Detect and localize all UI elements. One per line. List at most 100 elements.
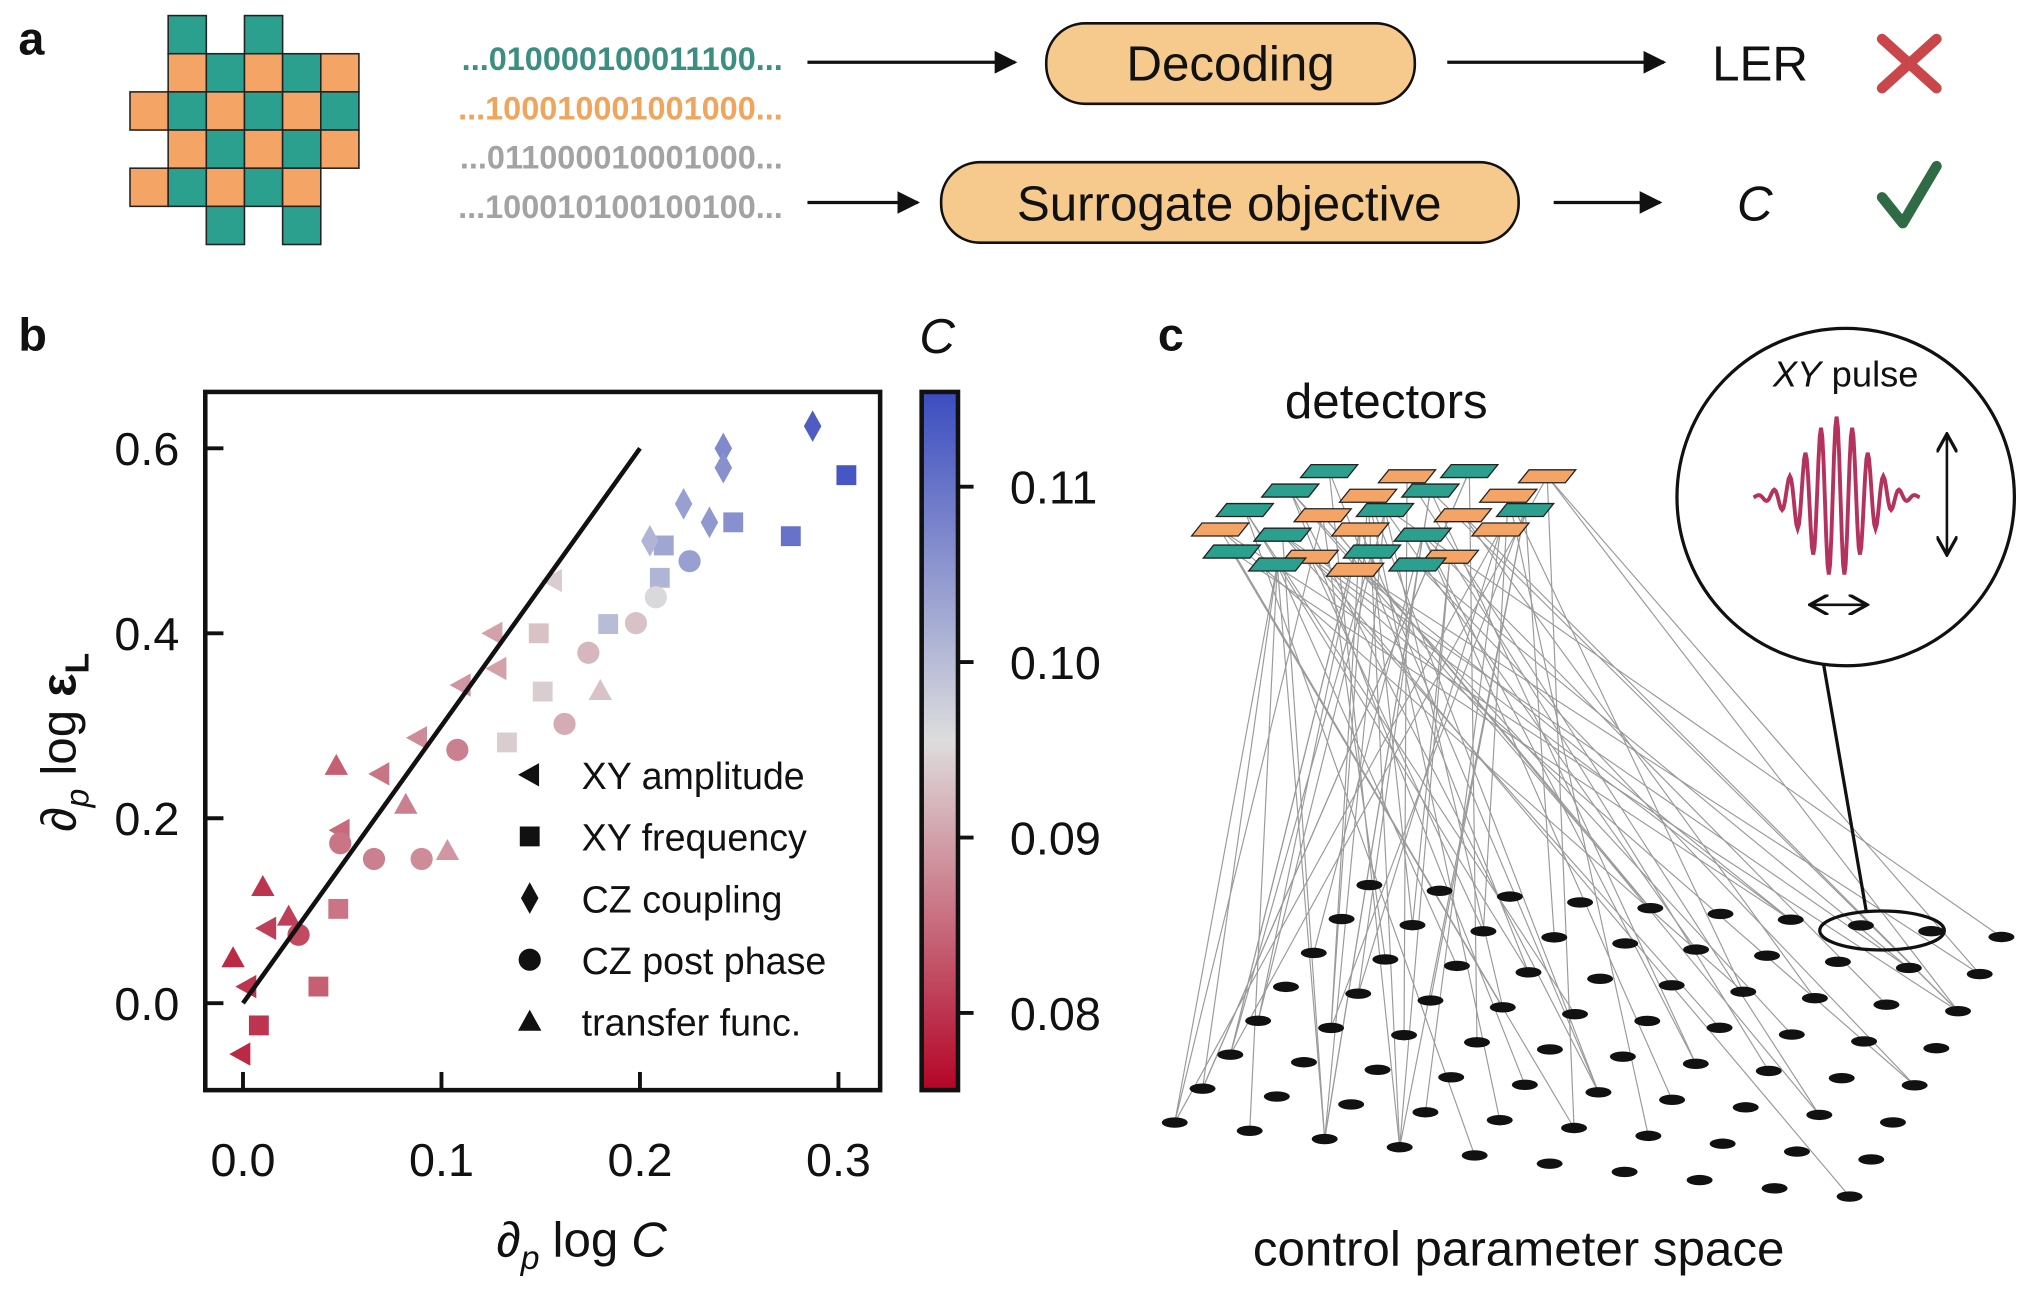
checker-cell [167,91,208,131]
data-point [497,732,517,753]
connection [1244,509,1530,973]
legend-label: XY amplitude [582,755,805,797]
checker-cell [281,167,322,208]
parameter-node [1464,1037,1490,1048]
x-tick-label: 0.3 [806,1134,871,1186]
colorbar-tick-label: 0.08 [1010,988,1101,1040]
parameter-node [1364,1064,1391,1075]
magnifier [1675,326,2017,668]
x-tick-label: 0.0 [211,1134,276,1186]
legend-marker [520,882,539,914]
parameter-node [1391,1029,1418,1041]
legend: XY amplitude XY frequency CZ coupling CZ po… [518,755,826,1044]
parameter-node [1755,1065,1782,1077]
detector [1299,463,1360,479]
parameter-node [1836,1191,1863,1202]
checker-cell [129,91,169,131]
legend-marker [518,1009,542,1031]
label-part: C [631,1212,667,1267]
data-point [540,568,562,593]
parameter-node [1345,988,1372,999]
decoding-box [1044,22,1417,106]
panel-label: a [18,13,45,65]
parameter-node [1777,914,1804,925]
checker-cell [205,129,246,169]
data-point [255,916,277,940]
parameter-node [1541,932,1568,943]
label-part: L [58,653,96,674]
parameter-node [1470,926,1497,937]
parameter-node [1706,1022,1733,1033]
connection [1289,490,1526,1086]
parameter-node [1824,956,1851,968]
label-part: ∂ [496,1212,520,1267]
label-part: XY [1772,354,1824,395]
detector [1377,469,1437,484]
connection [1546,475,1981,975]
detector [1190,522,1251,537]
connection [1422,534,1673,1101]
data-point [251,875,275,897]
detector [1330,522,1391,537]
parameter-node [1585,1087,1612,1098]
y-tick-label: 0.2 [114,793,179,845]
colorbar-tick-label: 0.10 [1010,637,1101,689]
connection [1201,564,1278,1089]
parameter-node [1683,944,1710,955]
y-tick-label: 0.4 [114,608,179,660]
connection [1309,556,1851,1197]
data-point [362,847,386,871]
parameter-node [1217,1049,1244,1060]
surrogate-box [939,160,1520,244]
ler-text: LER [1712,36,1808,91]
parameter-node [1443,960,1470,972]
connection [1468,471,1478,1043]
parameter-node [1778,1029,1805,1040]
checker-cell [205,52,246,93]
checker-cell [205,167,246,208]
legend-label: CZ coupling [582,878,783,920]
checker-cell [243,129,284,169]
parameter-node [1300,947,1327,959]
connection [1309,556,1484,932]
detector [1392,527,1453,542]
legend-marker [518,948,541,971]
parameter-node [1635,1130,1662,1142]
detector [1355,502,1415,518]
detector [1432,508,1493,523]
connection [1276,564,1326,1140]
connection [1281,534,1326,1140]
data-point [836,465,857,486]
parameter-node [1879,1117,1906,1128]
data-point [577,641,600,664]
connection [1354,569,1792,921]
connection [1422,534,1697,1065]
pulse-title: XY pulse [1772,354,1919,395]
label-part: p [520,1239,540,1277]
checker-cell [320,52,360,93]
connection [1357,534,1424,994]
bitstring: ...010000100011100... [462,41,783,77]
parameter-node [1386,1142,1413,1153]
data-point [248,1015,269,1036]
parameter-node [1801,993,1828,1004]
parameter-node [1318,1022,1345,1034]
y-tick-label: 0.6 [114,423,179,475]
connection [1449,556,1770,1072]
connection [1507,495,1744,993]
connection [1422,534,1887,1006]
data-point [446,738,469,761]
parameter-node [1372,954,1399,965]
connection [1367,495,2002,938]
detector [1478,488,1539,503]
data-point [405,726,427,750]
data-point [624,612,648,635]
connection [1359,529,1599,1093]
parameter-space-label: control parameter space [1253,1221,1785,1276]
fit-line [241,447,642,1005]
checker-cell [320,129,360,169]
parameter-node [1918,926,1945,937]
parameter-node [1634,1015,1661,1027]
highlight-ring [1818,909,1946,952]
data-point [649,567,670,588]
